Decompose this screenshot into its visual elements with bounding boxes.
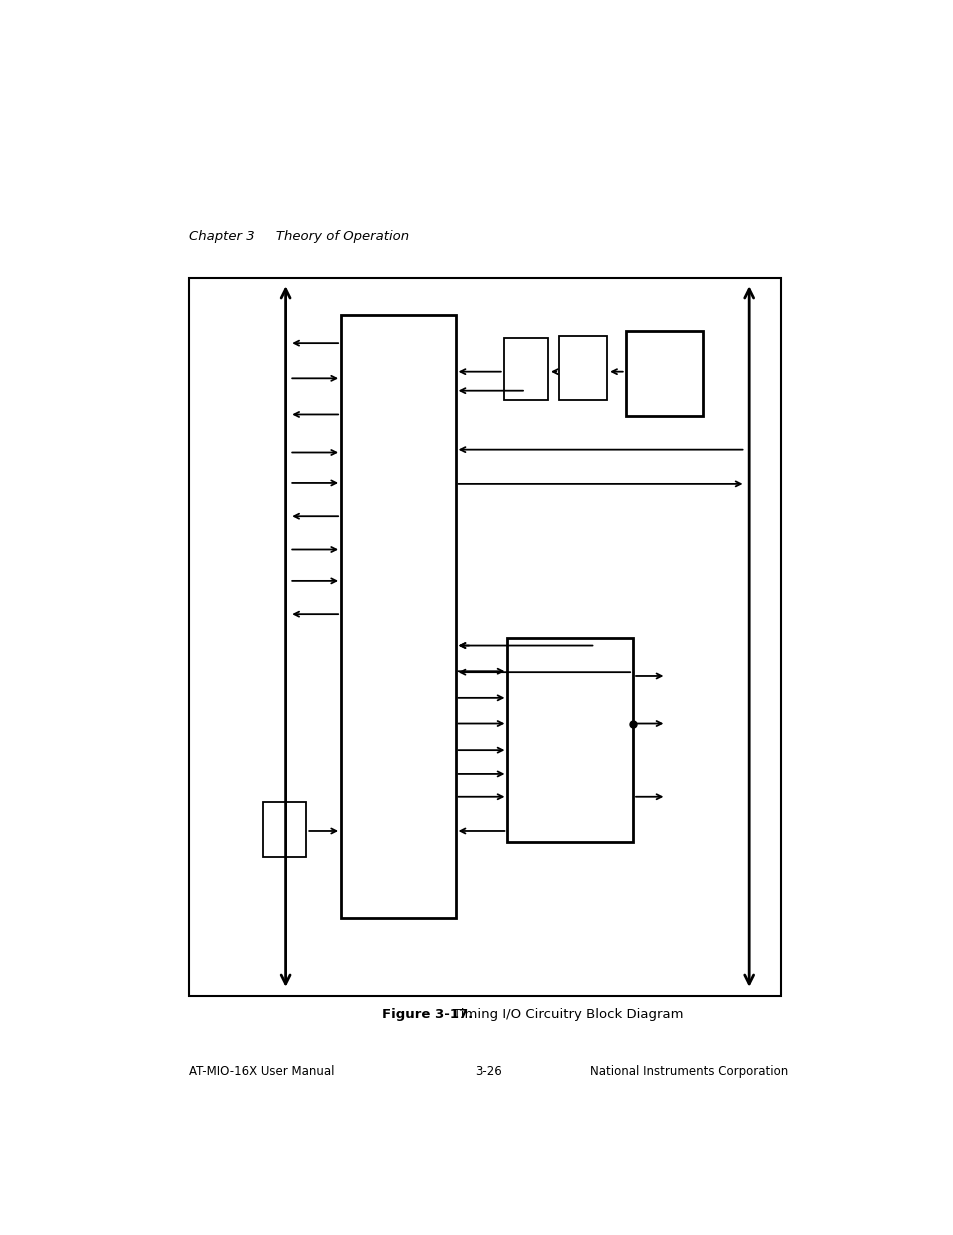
Bar xyxy=(507,638,633,842)
Bar xyxy=(190,278,781,997)
Text: AT-MIO-16X User Manual: AT-MIO-16X User Manual xyxy=(190,1066,335,1078)
Text: 3-26: 3-26 xyxy=(475,1066,502,1078)
Bar xyxy=(263,802,306,857)
Text: Figure 3-17.: Figure 3-17. xyxy=(381,1008,473,1021)
Text: Chapter 3     Theory of Operation: Chapter 3 Theory of Operation xyxy=(190,230,409,243)
Bar xyxy=(625,331,702,416)
Bar xyxy=(558,336,606,400)
Text: National Instruments Corporation: National Instruments Corporation xyxy=(590,1066,787,1078)
Bar xyxy=(503,338,547,400)
Bar xyxy=(341,315,456,919)
Text: Timing I/O Circuitry Block Diagram: Timing I/O Circuitry Block Diagram xyxy=(453,1008,683,1021)
